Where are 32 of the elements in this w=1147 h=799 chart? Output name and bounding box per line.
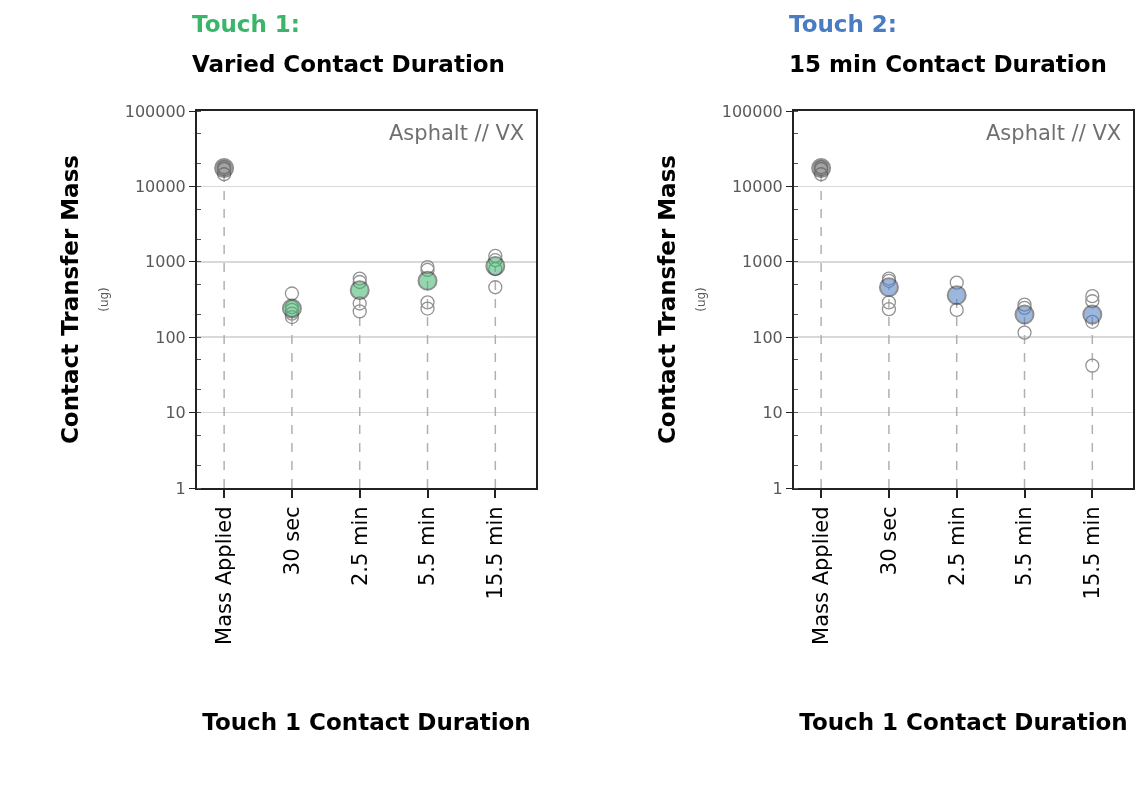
chart-title: Touch 1: xyxy=(192,11,301,37)
x-tick-label: 15.5 min xyxy=(483,506,508,600)
x-tick-label: 5.5 min xyxy=(1012,506,1037,587)
y-tick-label: 100000 xyxy=(721,101,783,121)
annotation: Asphalt // VX xyxy=(389,121,525,145)
x-tick-label: 2.5 min xyxy=(944,506,969,587)
x-tick-label: 5.5 min xyxy=(415,506,440,587)
y-tick-label: 1 xyxy=(772,478,783,498)
x-tick-label: 15.5 min xyxy=(1080,506,1105,600)
y-tick-label: 10000 xyxy=(134,177,186,196)
x-axis-title: Touch 1 Contact Duration xyxy=(799,709,1128,735)
chart-title: Touch 2: xyxy=(789,11,898,37)
y-tick-label: 1 xyxy=(175,478,186,498)
chart-subtitle: Varied Contact Duration xyxy=(192,51,505,77)
y-tick-label: 100 xyxy=(155,327,186,347)
annotation: Asphalt // VX xyxy=(986,121,1122,145)
y-tick-label: 10 xyxy=(165,403,186,423)
y-tick-label: 1000 xyxy=(145,252,186,272)
x-tick-label: Mass Applied xyxy=(211,506,236,645)
x-tick-label: 2.5 min xyxy=(347,506,372,587)
x-tick-label: Mass Applied xyxy=(808,506,833,645)
x-tick-label: 30 sec xyxy=(876,506,901,576)
y-tick-label: 100000 xyxy=(124,101,186,121)
y-tick-label: 1000 xyxy=(742,252,783,272)
y-axis-title: Contact Transfer Mass (ug) xyxy=(653,154,708,445)
x-tick-label: 30 sec xyxy=(279,506,304,576)
chart-subtitle: 15 min Contact Duration xyxy=(789,51,1107,77)
y-axis-title: Contact Transfer Mass (ug) xyxy=(56,154,111,445)
y-tick-label: 100 xyxy=(752,327,783,347)
y-tick-label: 10000 xyxy=(731,177,783,196)
x-axis-title: Touch 1 Contact Duration xyxy=(202,709,531,735)
y-tick-label: 10 xyxy=(762,403,783,423)
